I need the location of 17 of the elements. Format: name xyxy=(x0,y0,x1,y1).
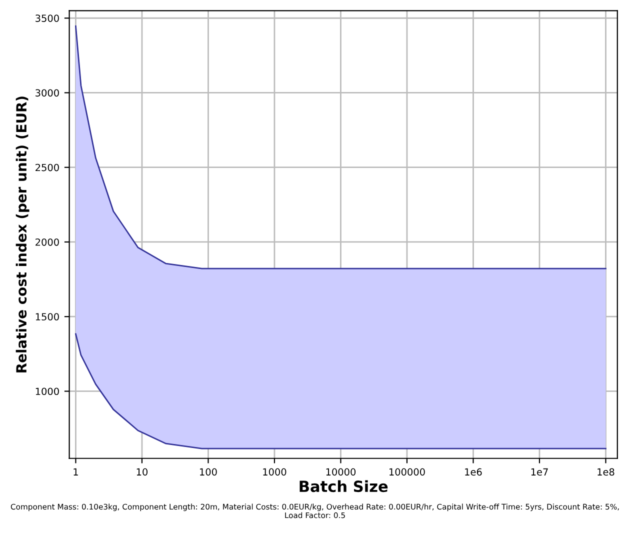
x-tick-label: 1e7 xyxy=(531,468,548,476)
x-tick-label: 1000 xyxy=(263,468,286,476)
y-axis-title: Relative cost index (per unit) (EUR) xyxy=(16,96,30,372)
y-tick-label: 3500 xyxy=(36,14,59,22)
y-tick-label: 1000 xyxy=(36,388,59,396)
x-tick-label: 1 xyxy=(74,468,78,476)
y-tick-label: 1500 xyxy=(36,313,59,320)
x-tick-label: 1e6 xyxy=(465,468,482,476)
x-tick-label: 100 xyxy=(200,468,217,476)
x-tick-label: 10000 xyxy=(326,468,356,476)
x-tick-label: 1e8 xyxy=(598,468,614,476)
x-axis-title: Batch Size xyxy=(300,480,388,492)
x-tick-label: 100000 xyxy=(389,468,425,476)
x-tick-label: 10 xyxy=(136,468,148,476)
y-tick-label: 3000 xyxy=(36,89,59,97)
y-tick-label: 2000 xyxy=(36,238,59,246)
y-tick-label: 2500 xyxy=(36,164,59,172)
